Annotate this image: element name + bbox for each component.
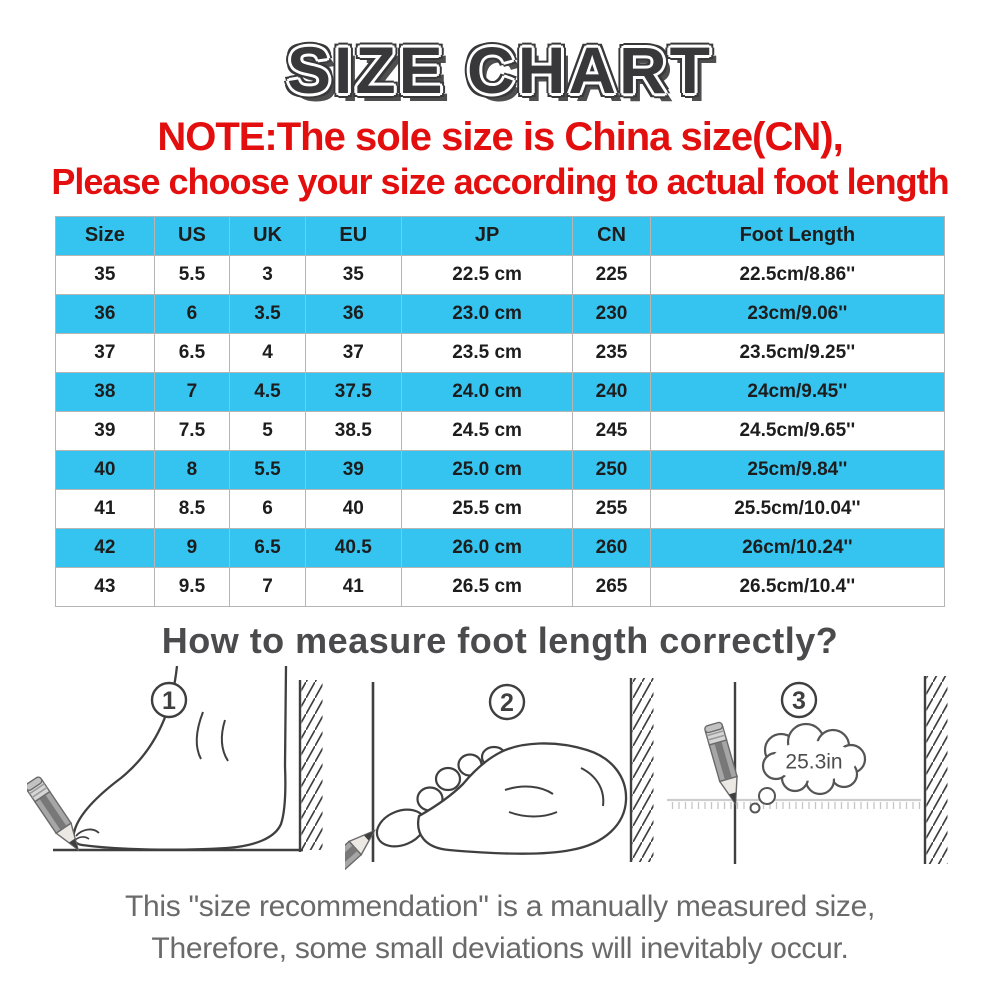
table-cell: 40.5 <box>304 527 402 568</box>
table-cell: 7 <box>229 566 306 607</box>
disclaimer-line-2: Therefore, some small deviations will in… <box>151 932 849 966</box>
table-row: 36 6 3.5 36 23.0 cm 230 23cm/9.06'' <box>55 293 946 334</box>
table-cell: 25.5cm/10.04'' <box>649 488 946 529</box>
measure-illustrations: 1 2 <box>0 665 1000 878</box>
table-cell: 265 <box>572 566 651 607</box>
table-cell: 5.5 <box>153 254 231 295</box>
table-cell: 25.0 cm <box>400 449 574 490</box>
table-header-row: Size US UK EU JP CN Foot Length <box>55 215 946 256</box>
table-cell: 4.5 <box>229 371 306 412</box>
table-cell: 24.5cm/9.65'' <box>649 410 946 451</box>
disclaimer: This "size recommendation" is a manually… <box>0 886 1000 971</box>
table-cell: 7.5 <box>153 410 231 451</box>
table-cell: 8.5 <box>153 488 231 529</box>
bubble-measurement-text: 25.3in <box>785 750 842 773</box>
pencil-ruler-mark-icon: 25.3in 3 <box>667 675 948 864</box>
column-header: US <box>153 215 231 256</box>
disclaimer-line-1: This "size recommendation" is a manually… <box>124 889 876 923</box>
column-header: Size <box>55 215 155 256</box>
size-chart-infographic: SIZE CHART NOTE:The sole size is China s… <box>0 32 1000 1000</box>
table-cell: 39 <box>304 449 402 490</box>
table-cell: 38.5 <box>304 410 402 451</box>
step-number-3: 3 <box>792 687 806 715</box>
table-cell: 36 <box>304 293 402 334</box>
table-cell: 245 <box>572 410 651 451</box>
page-title: SIZE CHART <box>287 33 713 107</box>
table-cell: 35 <box>55 254 155 295</box>
note-line-1: NOTE:The sole size is China size(CN), <box>157 115 843 159</box>
table-cell: 26.5 cm <box>400 566 574 607</box>
table-cell: 26cm/10.24'' <box>649 527 946 568</box>
table-cell: 23.5cm/9.25'' <box>649 332 946 373</box>
table-cell: 6.5 <box>229 527 306 568</box>
table-cell: 260 <box>572 527 651 568</box>
table-cell: 250 <box>572 449 651 490</box>
table-row: 41 8.5 6 40 25.5 cm 255 25.5cm/10.04'' <box>55 488 946 529</box>
table-cell: 40 <box>304 488 402 529</box>
thought-bubble: 25.3in <box>749 722 867 814</box>
foot-sole-top-view-wall-icon: 2 <box>345 677 654 878</box>
table-cell: 38 <box>55 371 155 412</box>
table-cell: 23.5 cm <box>400 332 574 373</box>
table-row: 39 7.5 5 38.5 24.5 cm 245 24.5cm/9.65'' <box>55 410 946 451</box>
table-cell: 36 <box>55 293 155 334</box>
table-cell: 3.5 <box>229 293 306 334</box>
step-number-2: 2 <box>500 689 514 717</box>
table-cell: 25.5 cm <box>400 488 574 529</box>
table-cell: 40 <box>55 449 155 490</box>
table-cell: 24.5 cm <box>400 410 574 451</box>
table-cell: 24.0 cm <box>400 371 574 412</box>
table-cell: 225 <box>572 254 651 295</box>
table-cell: 6 <box>153 293 231 334</box>
table-cell: 43 <box>55 566 155 607</box>
table-cell: 22.5cm/8.86'' <box>649 254 946 295</box>
table-cell: 24cm/9.45'' <box>649 371 946 412</box>
measure-heading: How to measure foot length correctly? <box>161 619 839 661</box>
table-cell: 35 <box>304 254 402 295</box>
table-cell: 25cm/9.84'' <box>649 449 946 490</box>
column-header: CN <box>572 215 651 256</box>
table-cell: 9.5 <box>153 566 231 607</box>
table-cell: 3 <box>229 254 306 295</box>
china-size-note: NOTE:The sole size is China size(CN), Pl… <box>0 114 1000 204</box>
table-cell: 240 <box>572 371 651 412</box>
table-cell: 5.5 <box>229 449 306 490</box>
table-cell: 37.5 <box>304 371 402 412</box>
column-header: JP <box>400 215 574 256</box>
table-cell: 255 <box>572 488 651 529</box>
table-cell: 6 <box>229 488 306 529</box>
step-number-1: 1 <box>162 687 176 715</box>
table-cell: 23cm/9.06'' <box>649 293 946 334</box>
foot-side-view-pencil-wall-icon: 1 <box>27 665 323 856</box>
table-cell: 42 <box>55 527 155 568</box>
table-row: 43 9.5 7 41 26.5 cm 265 26.5cm/10.4'' <box>55 566 946 607</box>
size-table: Size US UK EU JP CN Foot Length 35 5.5 3 35 22.5 cm… <box>55 215 946 607</box>
table-cell: 37 <box>304 332 402 373</box>
column-header: EU <box>304 215 402 256</box>
table-cell: 6.5 <box>153 332 231 373</box>
table-cell: 39 <box>55 410 155 451</box>
column-header: UK <box>229 215 306 256</box>
table-cell: 5 <box>229 410 306 451</box>
table-row: 35 5.5 3 35 22.5 cm 225 22.5cm/8.86'' <box>55 254 946 295</box>
table-row: 40 8 5.5 39 25.0 cm 250 25cm/9.84'' <box>55 449 946 490</box>
table-row: 42 9 6.5 40.5 26.0 cm 260 26cm/10.24'' <box>55 527 946 568</box>
table-cell: 22.5 cm <box>400 254 574 295</box>
table-cell: 8 <box>153 449 231 490</box>
table-row: 38 7 4.5 37.5 24.0 cm 240 24cm/9.45'' <box>55 371 946 412</box>
table-cell: 230 <box>572 293 651 334</box>
table-cell: 4 <box>229 332 306 373</box>
table-cell: 37 <box>55 332 155 373</box>
column-header: Foot Length <box>649 215 946 256</box>
table-cell: 26.5cm/10.4'' <box>649 566 946 607</box>
table-cell: 41 <box>304 566 402 607</box>
table-cell: 23.0 cm <box>400 293 574 334</box>
table-cell: 41 <box>55 488 155 529</box>
table-cell: 7 <box>153 371 231 412</box>
table-cell: 26.0 cm <box>400 527 574 568</box>
note-line-2: Please choose your size according to act… <box>51 161 949 203</box>
table-cell: 9 <box>153 527 231 568</box>
table-cell: 235 <box>572 332 651 373</box>
table-row: 37 6.5 4 37 23.5 cm 235 23.5cm/9.25'' <box>55 332 946 373</box>
